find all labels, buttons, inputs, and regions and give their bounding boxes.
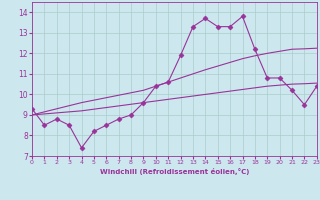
X-axis label: Windchill (Refroidissement éolien,°C): Windchill (Refroidissement éolien,°C) — [100, 168, 249, 175]
